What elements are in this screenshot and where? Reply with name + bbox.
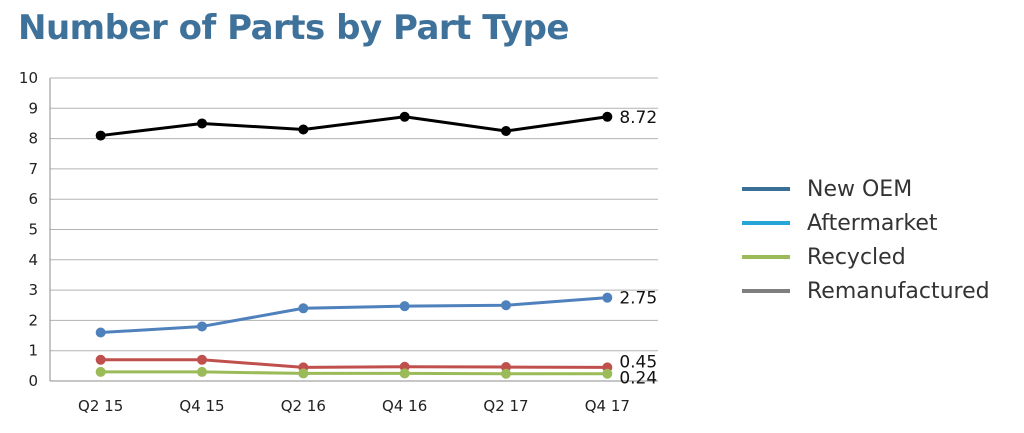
end-value-label: 0.24	[619, 369, 657, 389]
legend-label: Recycled	[807, 244, 906, 270]
axes: 0 1 2 3 4 5 6 7 8 9 10 Q2 15 Q4 15 Q2 16 Q4 16 Q2 17 Q4 …	[19, 69, 658, 415]
y-tick-label: 5	[28, 221, 38, 239]
x-tick-label: Q4 16	[382, 397, 427, 415]
data-point	[95, 130, 106, 141]
x-tick-label: Q2 15	[78, 397, 123, 415]
legend-swatch	[742, 255, 790, 259]
y-tick-label: 4	[28, 251, 38, 269]
y-tick-label: 3	[28, 281, 38, 299]
series-line-0	[100, 115, 608, 138]
data-point	[95, 354, 106, 365]
data-point	[399, 111, 410, 122]
x-tick-label: Q2 16	[281, 397, 326, 415]
data-point	[95, 327, 106, 338]
legend-item: Recycled	[742, 240, 990, 274]
y-tick-label: 0	[28, 372, 38, 390]
x-tick-label: Q2 17	[483, 397, 528, 415]
legend-label: Remanufactured	[807, 278, 990, 304]
data-point	[602, 292, 613, 303]
data-point	[602, 368, 613, 379]
y-tick-label: 1	[28, 342, 38, 360]
y-tick-label: 8	[28, 130, 38, 148]
legend-swatch	[742, 221, 790, 225]
chart-title: Number of Parts by Part Type	[18, 8, 569, 48]
legend: New OEM Aftermarket Recycled Remanufactured	[742, 172, 990, 308]
y-tick-label: 10	[19, 69, 38, 87]
legend-label: Aftermarket	[807, 210, 938, 236]
data-point	[501, 300, 511, 311]
data-point	[95, 366, 106, 377]
data-point	[197, 366, 207, 377]
data-point	[298, 303, 309, 314]
end-value-label: 2.75	[619, 289, 657, 309]
data-point	[501, 126, 511, 137]
x-tick-label: Q4 17	[585, 397, 630, 415]
legend-item: New OEM	[742, 172, 990, 206]
y-tick-label: 2	[28, 311, 38, 329]
data-point	[399, 301, 410, 312]
y-tick-label: 9	[28, 99, 38, 117]
y-tick-label: 7	[28, 160, 38, 178]
data-point	[197, 118, 207, 129]
series-lines	[95, 111, 613, 379]
legend-swatch	[742, 187, 790, 191]
data-point	[197, 354, 207, 365]
data-point	[501, 368, 511, 379]
gridlines	[50, 77, 658, 352]
legend-label: New OEM	[807, 176, 913, 202]
end-value-label: 8.72	[619, 108, 657, 128]
data-labels: 8.72 2.75 0.450.24	[619, 108, 657, 389]
data-point	[602, 111, 613, 122]
series-line-3	[100, 370, 608, 376]
data-point	[197, 321, 207, 332]
series-line-1	[100, 296, 608, 335]
legend-swatch	[742, 289, 790, 293]
data-point	[298, 124, 309, 135]
x-tick-label: Q4 15	[179, 397, 224, 415]
data-point	[399, 368, 410, 379]
legend-item: Aftermarket	[742, 206, 990, 240]
data-point	[298, 368, 309, 379]
y-tick-label: 6	[28, 190, 38, 208]
series-line-2	[100, 358, 608, 369]
legend-item: Remanufactured	[742, 274, 990, 308]
end-value-label: 0.45	[619, 352, 657, 372]
